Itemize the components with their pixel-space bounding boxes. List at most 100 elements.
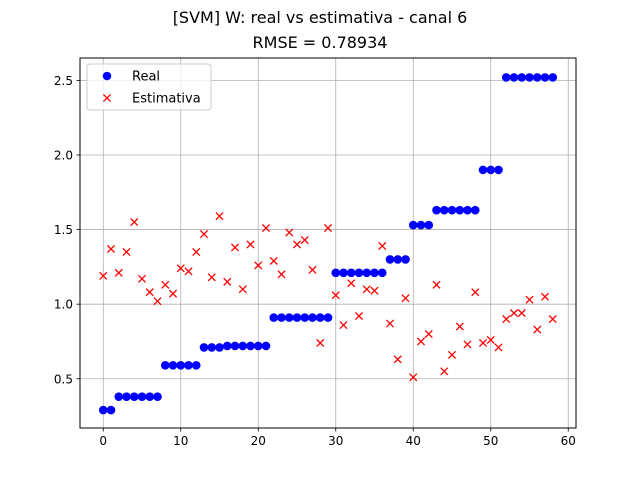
x-tick-label: 0	[99, 434, 107, 448]
real-point	[525, 73, 534, 82]
estimate-point	[292, 240, 302, 249]
estimate-point	[471, 288, 480, 297]
real-point	[137, 392, 147, 401]
estimate-point	[463, 340, 472, 349]
real-point	[269, 313, 279, 322]
estimate-point	[308, 265, 317, 274]
estimate-point	[378, 241, 387, 251]
x-tick-label: 30	[328, 434, 343, 448]
real-point	[168, 361, 178, 370]
ticks: 0 10 20 30 40 50 60 0.5 1.0 1.5 2.0 2.5	[54, 74, 576, 448]
real-point	[222, 341, 232, 351]
real-point	[176, 361, 186, 370]
real-point	[377, 268, 387, 278]
real-point	[160, 361, 170, 370]
estimate-point	[401, 294, 410, 303]
real-point	[207, 343, 217, 352]
legend-label: Real	[132, 70, 160, 85]
estimate-point	[432, 280, 441, 289]
estimate-point	[137, 274, 147, 283]
legend-estimate-marker	[102, 93, 112, 103]
real-point	[300, 313, 310, 322]
real-point	[385, 255, 395, 264]
estimate-point	[323, 224, 333, 233]
estimate-point	[517, 309, 526, 318]
series-estimativa	[99, 212, 557, 382]
estimate-point	[168, 289, 178, 298]
real-point	[354, 268, 364, 278]
estimate-point	[331, 291, 340, 300]
real-point	[292, 313, 302, 322]
estimate-point	[114, 268, 123, 277]
y-tick-label: 1.5	[54, 223, 73, 237]
estimate-point	[161, 280, 170, 289]
legend-box	[86, 63, 212, 111]
real-point	[532, 73, 542, 82]
axes-frame	[79, 57, 577, 429]
estimate-point	[99, 271, 108, 280]
estimate-point	[130, 218, 139, 227]
estimate-point	[316, 338, 325, 348]
estimate-point	[184, 267, 193, 276]
real-point	[277, 313, 286, 322]
real-point	[98, 405, 108, 415]
real-point	[346, 268, 356, 278]
x-tick-label: 50	[483, 434, 498, 448]
series-real	[98, 73, 558, 415]
real-point	[184, 361, 193, 370]
estimate-point	[502, 315, 511, 324]
real-point	[548, 73, 558, 82]
real-point	[261, 341, 271, 351]
real-point	[486, 165, 496, 175]
real-point	[323, 313, 333, 322]
estimate-point	[106, 244, 116, 254]
estimate-point	[455, 322, 464, 331]
real-point	[447, 205, 457, 215]
real-point	[253, 341, 263, 351]
estimate-point	[525, 295, 534, 304]
real-point	[432, 205, 441, 215]
real-point	[106, 405, 116, 415]
estimate-point	[223, 277, 232, 286]
estimate-point	[269, 256, 278, 265]
estimate-point	[548, 315, 557, 324]
estimate-point	[339, 320, 348, 330]
legend-real-marker	[102, 71, 112, 81]
estimate-point	[447, 350, 457, 359]
real-point	[331, 268, 341, 278]
real-point	[246, 341, 255, 351]
estimate-point	[416, 337, 426, 346]
estimate-point	[277, 270, 286, 279]
real-point	[517, 73, 527, 82]
chart-title: [SVM] W: real vs estimativa - canal 6	[172, 8, 468, 27]
real-point	[284, 313, 294, 322]
real-point	[122, 392, 131, 401]
real-point	[455, 205, 465, 215]
x-tick-label: 10	[173, 434, 188, 448]
estimate-point	[176, 264, 185, 273]
estimate-point	[145, 288, 154, 297]
real-point	[401, 255, 410, 264]
real-point	[370, 268, 379, 278]
estimate-point	[300, 235, 309, 245]
estimate-point	[486, 335, 495, 345]
estimate-point	[238, 285, 247, 294]
y-tick-label: 0.5	[54, 372, 73, 386]
real-point	[339, 268, 348, 278]
estimate-point	[215, 212, 224, 221]
estimate-point	[409, 373, 418, 382]
estimate-point	[494, 343, 503, 352]
real-point	[153, 392, 162, 401]
real-point	[540, 73, 550, 82]
real-point	[315, 313, 325, 322]
real-point	[362, 268, 372, 278]
real-point	[501, 73, 511, 82]
estimate-point	[246, 240, 255, 249]
real-point	[463, 205, 472, 215]
real-point	[230, 341, 240, 351]
real-point	[145, 392, 155, 401]
y-tick-label: 1.0	[54, 298, 73, 312]
estimate-point	[424, 329, 433, 339]
